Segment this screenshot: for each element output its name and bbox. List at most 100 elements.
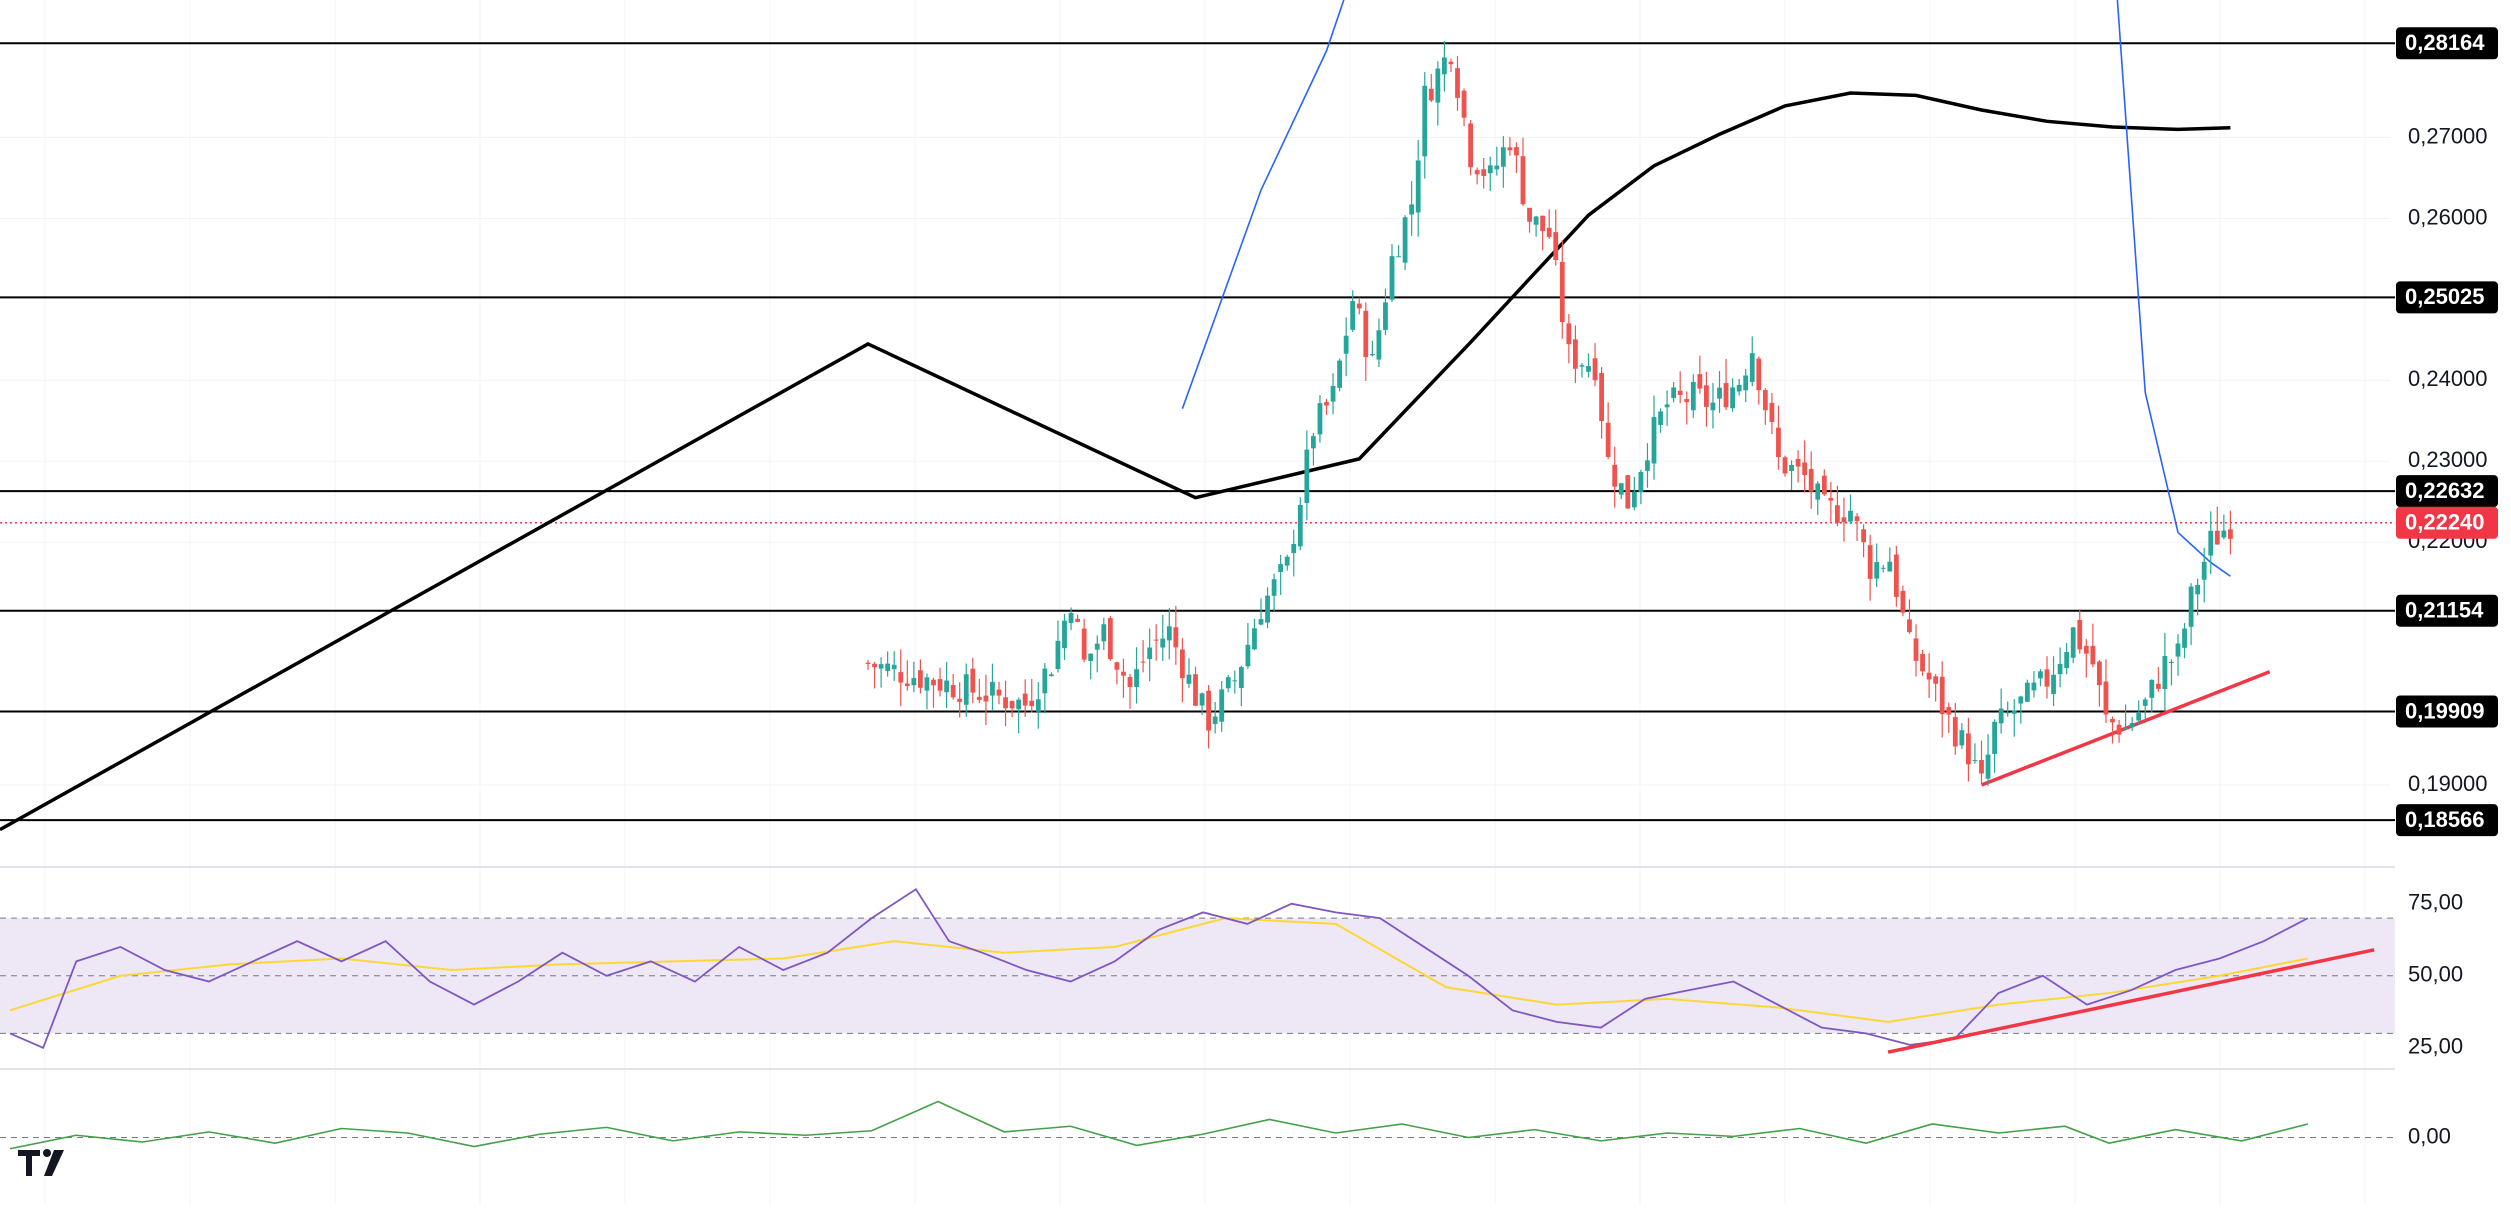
candle[interactable] [1173,605,1179,665]
candle[interactable] [970,657,976,704]
candle[interactable] [2024,679,2030,703]
candle[interactable] [1140,640,1146,673]
candle[interactable] [990,663,995,712]
candle[interactable] [1389,244,1395,302]
candle[interactable] [1022,679,1028,717]
candle[interactable] [2011,699,2017,737]
candle[interactable] [1107,616,1113,661]
candle[interactable] [1042,662,1048,714]
candle[interactable] [1559,239,1565,339]
candle[interactable] [1003,680,1008,727]
candle[interactable] [2038,668,2043,687]
candle[interactable] [1442,40,1447,92]
candle[interactable] [2182,623,2187,659]
candle[interactable] [1396,245,1401,258]
candle[interactable] [1062,613,1067,660]
candle[interactable] [1088,653,1094,680]
candle[interactable] [1795,450,1801,483]
candle[interactable] [2123,704,2128,729]
candle[interactable] [1206,685,1211,749]
candle[interactable] [1841,497,1847,542]
candle[interactable] [1782,455,1788,477]
candle[interactable] [1343,317,1349,377]
candle[interactable] [918,659,923,694]
candle[interactable] [1055,620,1061,673]
candle[interactable] [1232,670,1238,694]
candle[interactable] [1946,702,1952,733]
candle[interactable] [1199,692,1205,715]
candle[interactable] [950,674,956,700]
candle[interactable] [963,663,969,717]
candle[interactable] [2142,697,2148,722]
candle[interactable] [1101,617,1107,651]
candle[interactable] [1271,573,1277,612]
candle[interactable] [924,673,930,710]
candle[interactable] [1461,88,1467,127]
tradingview-logo-icon[interactable] [18,1149,64,1176]
candle[interactable] [1487,156,1493,192]
candle[interactable] [1618,482,1624,500]
candle[interactable] [865,659,871,670]
candle[interactable] [1769,393,1775,435]
candle[interactable] [1121,658,1126,698]
candle[interactable] [1245,622,1251,669]
candle[interactable] [1586,353,1591,378]
candle[interactable] [1743,368,1749,403]
candle[interactable] [1573,325,1578,384]
candle[interactable] [1704,371,1709,427]
candle[interactable] [1180,638,1185,703]
candle[interactable] [1533,215,1539,237]
candle[interactable] [1507,137,1513,156]
candle[interactable] [1815,481,1821,516]
candle[interactable] [2136,700,2142,726]
candle[interactable] [1481,158,1487,189]
candle[interactable] [2129,716,2135,731]
candle[interactable] [1802,440,1808,493]
candle[interactable] [1880,564,1886,573]
candle[interactable] [1789,460,1794,491]
candle[interactable] [1350,290,1356,332]
candle[interactable] [1029,679,1035,713]
candle[interactable] [1520,137,1526,206]
candle[interactable] [911,661,917,693]
candle[interactable] [996,681,1002,705]
candle[interactable] [1736,378,1742,396]
candle[interactable] [2051,656,2056,706]
candle[interactable] [1546,209,1552,239]
candle[interactable] [1854,513,1860,542]
candle[interactable] [1697,355,1703,394]
candle[interactable] [2064,642,2070,675]
candle[interactable] [1258,598,1264,626]
candle[interactable] [2070,626,2076,663]
candle[interactable] [1153,624,1159,661]
candle[interactable] [898,649,904,707]
candle[interactable] [1992,719,1997,773]
candle[interactable] [904,660,910,691]
candle[interactable] [2077,609,2083,654]
candle[interactable] [1874,543,1880,588]
candle[interactable] [1252,618,1257,651]
candle[interactable] [2005,701,2011,717]
candle[interactable] [2097,660,2102,707]
candle[interactable] [2103,659,2109,723]
candle[interactable] [1939,661,1945,738]
candle[interactable] [1376,318,1382,368]
candle[interactable] [1369,340,1375,357]
candle[interactable] [2057,647,2063,688]
candle[interactable] [2221,514,2227,540]
candle[interactable] [1893,545,1899,607]
candle[interactable] [931,677,936,708]
candle[interactable] [1972,743,1978,764]
candle[interactable] [1684,391,1690,425]
candle[interactable] [1455,56,1460,111]
candle[interactable] [1821,469,1827,496]
candle[interactable] [2208,511,2214,575]
candle[interactable] [2228,510,2233,555]
candle[interactable] [1330,373,1336,415]
candle[interactable] [937,667,943,697]
candle[interactable] [1160,614,1166,661]
candle[interactable] [1016,697,1022,734]
candle[interactable] [1514,142,1519,174]
candle[interactable] [1219,681,1225,732]
candle[interactable] [1147,628,1153,682]
